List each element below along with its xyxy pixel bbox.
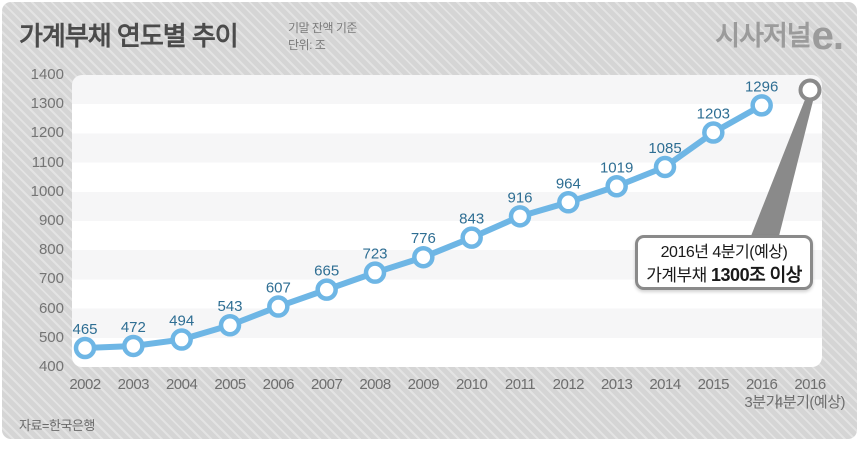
x-tick-label: 2015	[697, 376, 730, 393]
chart-subtitle: 기말 잔액 기준 단위: 조	[288, 20, 357, 54]
y-tick-label: 500	[38, 328, 64, 346]
forecast-callout: 2016년 4분기(예상) 가계부채 1300조 이상	[635, 235, 813, 290]
x-tick-label: 2010	[455, 376, 488, 393]
x-tick-label: 2004	[165, 376, 198, 393]
callout-line2-bold: 1300조 이상	[711, 265, 802, 285]
source-credit: 자료=한국은행	[19, 418, 95, 433]
x-tick-label: 2005	[214, 376, 246, 393]
brand-logo-e: e.	[811, 14, 844, 58]
x-tick-label: 2012	[552, 376, 585, 393]
y-tick-label: 400	[38, 358, 64, 375]
x-tick-label: 2009	[407, 376, 440, 393]
x-tick-label: 2013	[600, 376, 633, 393]
y-tick-label: 600	[38, 299, 64, 317]
y-tick-label: 1000	[30, 182, 64, 200]
y-tick-label: 700	[38, 270, 64, 288]
subtitle-basis: 기말 잔액 기준	[288, 21, 357, 35]
chart-plot-area	[72, 75, 822, 367]
x-tick-label: 2006	[262, 376, 295, 393]
x-tick-label: 2003	[117, 376, 150, 393]
y-tick-label: 1200	[30, 124, 64, 142]
x-tick-label: 2014	[649, 376, 681, 393]
y-tick-label: 1300	[30, 95, 64, 113]
x-tick-label: 2016 3분기	[744, 376, 779, 411]
brand-logo: 시사저널 e.	[715, 14, 844, 58]
y-tick-label: 1100	[31, 153, 64, 171]
callout-line2-normal: 가계부채	[646, 266, 712, 285]
x-tick-label: 2011	[504, 376, 536, 393]
callout-line2: 가계부채 1300조 이상	[638, 264, 810, 287]
infographic-card: 가계부채 연도별 추이 기말 잔액 기준 단위: 조 시사저널 e. 400 500…	[2, 2, 857, 439]
y-tick-label: 900	[38, 212, 64, 229]
y-tick-label: 1400	[30, 66, 64, 83]
subtitle-unit: 단위: 조	[288, 38, 326, 52]
x-tick-label: 2007	[310, 376, 343, 393]
x-tick-label: 2002	[69, 376, 101, 393]
callout-line1: 2016년 4분기(예상)	[660, 244, 788, 261]
brand-logo-text: 시사저널	[715, 21, 811, 51]
x-tick-label: 2016 4분기(예상)	[774, 376, 846, 411]
x-tick-label: 2008	[359, 376, 391, 393]
y-tick-label: 800	[38, 241, 64, 259]
page-title: 가계부채 연도별 추이	[19, 21, 239, 51]
